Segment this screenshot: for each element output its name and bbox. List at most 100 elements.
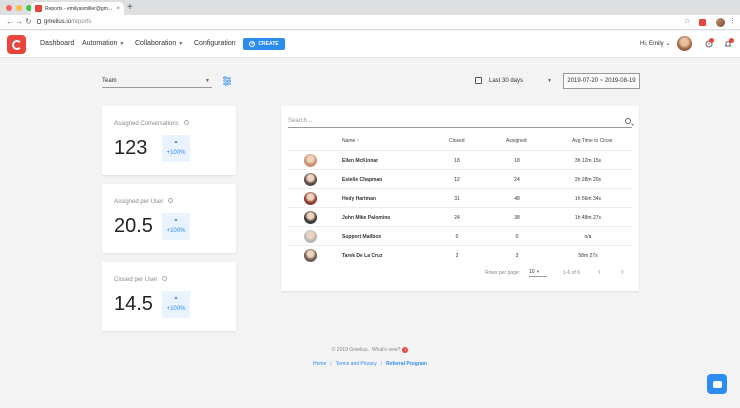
stat-card-closed-per-user: Closed per User 14.5 ▲ +100% (102, 262, 236, 331)
chevron-down-icon: ▼ (547, 78, 552, 84)
row-assigned: 18 (514, 158, 520, 164)
notification-badge (709, 38, 714, 43)
stat-change-badge: ▲ +100% (162, 291, 190, 318)
row-avg-time: 2h 28m 20s (574, 177, 602, 183)
date-range-select[interactable]: Last 30 days ▼ (475, 74, 554, 88)
stat-value: 14.5 (114, 293, 153, 315)
info-icon[interactable] (162, 276, 168, 281)
row-avg-time: 1h 56m 34s (574, 196, 602, 202)
avatar (304, 230, 317, 243)
browser-profile-avatar[interactable] (716, 18, 725, 27)
rows-per-page-label: Rows per page: (485, 270, 521, 276)
create-button[interactable]: + CREATE (243, 38, 285, 50)
rows-per-page-select[interactable]: 10 ▼ (529, 267, 547, 277)
nav-configuration[interactable]: Configuration (194, 40, 236, 47)
tab-title: Reports - emilyasmiller@gm... (45, 5, 113, 12)
lock-icon (37, 19, 41, 24)
browser-menu-icon[interactable]: ⋮ (729, 18, 736, 25)
search-input[interactable]: Search... (288, 115, 632, 128)
footer-copyright: © 2019 Gmelius. What's new? 1 (331, 347, 409, 353)
new-tab-button[interactable]: + (127, 2, 133, 13)
browser-tab[interactable]: Reports - emilyasmiller@gm... × (31, 2, 124, 15)
filter-settings-icon[interactable] (222, 76, 232, 86)
stat-title: Assigned Conversations (114, 120, 189, 127)
stat-title: Assigned per User (114, 198, 174, 205)
stat-value: 123 (114, 137, 148, 159)
row-assigned: 48 (514, 196, 520, 202)
row-closed: 18 (454, 158, 460, 164)
footer-link-referral[interactable]: Referral Program (386, 361, 427, 367)
gmelius-logo-icon[interactable] (7, 35, 26, 54)
whats-new-badge: 1 (402, 347, 409, 353)
table-row[interactable]: John Mike Palomino 24 38 1h 48m 27s (288, 207, 632, 226)
gmelius-extension-icon[interactable] (699, 19, 706, 26)
row-assigned: 38 (514, 215, 520, 221)
tab-close-icon[interactable]: × (116, 5, 120, 12)
date-range-field[interactable]: 2019-07-20 ~ 2019-08-19 (563, 73, 640, 89)
column-header-name[interactable]: Name ↑ (342, 138, 360, 144)
address-bar: ← → ↻ gmelius.io/reports ☆ ⋮ (0, 15, 740, 30)
bell-badge (729, 38, 734, 43)
plus-icon: + (249, 41, 256, 47)
row-name: Ellen McKinnar (342, 158, 379, 164)
stat-value: 20.5 (114, 215, 153, 237)
avatar (304, 154, 317, 167)
stat-card-assigned-conversations: Assigned Conversations 123 ▲ +100% (102, 106, 236, 175)
window-controls (6, 5, 32, 11)
info-icon[interactable] (168, 198, 174, 203)
back-icon[interactable]: ← (6, 17, 14, 26)
bell-icon[interactable] (724, 40, 732, 48)
avatar (304, 192, 317, 205)
app-header: Dashboard Automation ▼ Collaboration ▼ Con… (0, 31, 740, 58)
prev-page-icon[interactable]: ‹ (598, 267, 601, 276)
minimize-window-dot[interactable] (16, 5, 22, 11)
close-window-dot[interactable] (6, 5, 12, 11)
next-page-icon[interactable]: › (621, 267, 624, 276)
row-avg-time: 1h 48m 27s (574, 215, 602, 221)
chevron-down-icon: ▼ (119, 41, 125, 47)
user-greeting[interactable]: Hi, Emily ⌄ (640, 41, 671, 47)
bookmark-star-icon[interactable]: ☆ (684, 18, 691, 25)
url-host: gmelius.io (44, 19, 72, 25)
column-header-closed[interactable]: Closed (449, 138, 465, 144)
avatar (304, 173, 317, 186)
table-row[interactable]: Tarek De La Cruz 2 3 58m 27s (288, 245, 632, 264)
column-header-avg-time[interactable]: Avg Time to Close (572, 138, 613, 144)
row-name: Support Mailbox (342, 234, 382, 240)
nav-collaboration[interactable]: Collaboration ▼ (135, 40, 184, 47)
nav-dashboard[interactable]: Dashboard (40, 40, 75, 47)
url-field[interactable]: gmelius.io/reports (37, 17, 91, 27)
url-path: /reports (71, 19, 92, 25)
row-name: Hedy Hartman (342, 196, 376, 202)
forward-icon[interactable]: → (15, 17, 23, 26)
maximize-window-dot[interactable] (26, 5, 32, 11)
table-row[interactable]: Hedy Hartman 31 48 1h 56m 34s (288, 188, 632, 207)
footer-link-terms[interactable]: Terms and Privacy (335, 361, 377, 367)
row-closed: 2 (455, 253, 459, 259)
row-avg-time: n/a (584, 234, 592, 240)
chat-widget-button[interactable] (707, 374, 727, 394)
whats-new-link[interactable]: What's new? (371, 347, 401, 353)
stat-change-badge: ▲ +100% (162, 213, 190, 240)
table-row[interactable]: Support Mailbox 0 0 n/a (288, 226, 632, 245)
row-assigned: 0 (515, 234, 519, 240)
reload-icon[interactable]: ↻ (25, 17, 32, 26)
search-icon[interactable] (625, 118, 631, 124)
row-closed: 12 (454, 177, 460, 183)
stat-change-badge: ▲ +100% (162, 135, 190, 162)
stat-card-assigned-per-user: Assigned per User 20.5 ▲ +100% (102, 184, 236, 253)
browser-tab-bar: Reports - emilyasmiller@gm... × + (0, 0, 740, 15)
row-assigned: 24 (514, 177, 520, 183)
info-icon[interactable] (183, 120, 189, 125)
user-avatar[interactable] (677, 36, 692, 51)
calendar-icon (475, 77, 482, 84)
arrow-up-icon: ▲ (173, 139, 179, 145)
table-row[interactable]: Estelle Chapman 12 24 2h 28m 20s (288, 169, 632, 188)
nav-automation[interactable]: Automation ▼ (82, 40, 125, 47)
row-name: John Mike Palomino (342, 215, 391, 221)
column-header-assigned[interactable]: Assigned (506, 138, 527, 144)
team-select[interactable]: Team ▼ (102, 74, 212, 88)
footer-link-home[interactable]: Home (313, 361, 327, 367)
table-row[interactable]: Ellen McKinnar 18 18 3h 12m 15s (288, 150, 632, 169)
row-avg-time: 3h 12m 15s (574, 158, 602, 164)
